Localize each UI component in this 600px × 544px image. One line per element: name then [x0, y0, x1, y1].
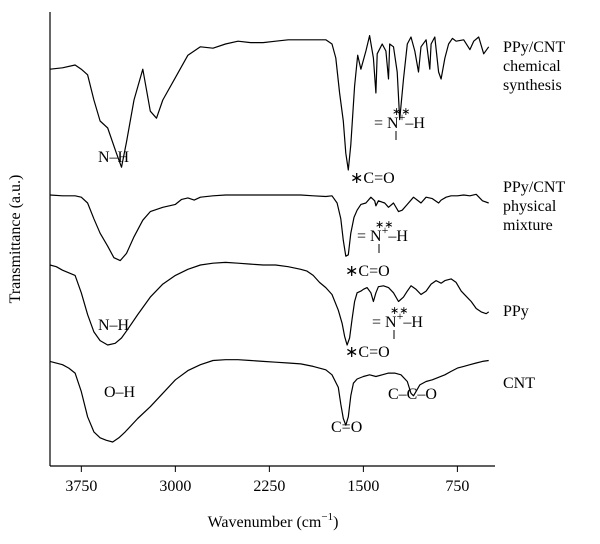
series-label-4: CNT [503, 375, 535, 392]
axes-layer [49, 12, 495, 467]
series-labels: PPy/CNT chemical synthesis PPy/CNT physical m… [503, 39, 565, 392]
peak-annotation-4: N–H [98, 317, 130, 334]
peak-annotation-1: N–H [98, 149, 130, 166]
spectrum-line-4 [49, 359, 489, 443]
peak-annotation-8: = N+–H [372, 309, 423, 331]
series-label-1: PPy/CNT chemical synthesis [503, 39, 565, 94]
series-label-3: PPy [503, 303, 529, 320]
peak-annotation-6-stars: ∗∗ [375, 219, 393, 231]
series-label-2: PPy/CNT physical mixture [503, 179, 565, 234]
peak-annotation-11: C–C–O [388, 386, 437, 403]
x-ticks: 3750 3000 2250 1500 750 [65, 466, 469, 495]
spectra-layer [49, 35, 490, 443]
x-tick-label: 750 [445, 478, 469, 495]
peak-annotations: N–H∗C=O= N+–H∗∗N–H∗C=O= N+–H∗∗∗C=O= N+–H… [98, 106, 437, 436]
x-tick-label: 1500 [347, 478, 379, 495]
peak-annotation-2: ∗C=O [350, 170, 395, 187]
x-tick-label: 3000 [159, 478, 191, 495]
x-axis-title-close: ) [333, 514, 338, 531]
peak-annotation-7: ∗C=O [345, 344, 390, 361]
peak-annotation-3-stars: ∗∗ [392, 106, 410, 118]
x-axis-title-exponent: −1 [321, 511, 333, 523]
y-axis-title: Transmittance (a.u.) [7, 175, 24, 304]
peak-annotation-10: C=O [331, 419, 362, 436]
spectrum-line-2 [49, 193, 489, 262]
spectrum-line-3 [49, 261, 490, 346]
peak-annotation-3: = N+–H [374, 110, 425, 132]
peak-annotation-9: O–H [104, 384, 136, 401]
peak-annotation-5: ∗C=O [345, 263, 390, 280]
x-axis-title: Wavenumber (cm−1) [208, 511, 339, 531]
peak-annotation-8-stars: ∗∗ [390, 305, 408, 317]
x-tick-label: 3750 [65, 478, 97, 495]
x-tick-label: 2250 [253, 478, 285, 495]
x-axis-title-main: Wavenumber (cm [208, 514, 322, 531]
peak-annotation-6: = N+–H [357, 223, 408, 245]
spectrum-line-1 [49, 35, 490, 171]
